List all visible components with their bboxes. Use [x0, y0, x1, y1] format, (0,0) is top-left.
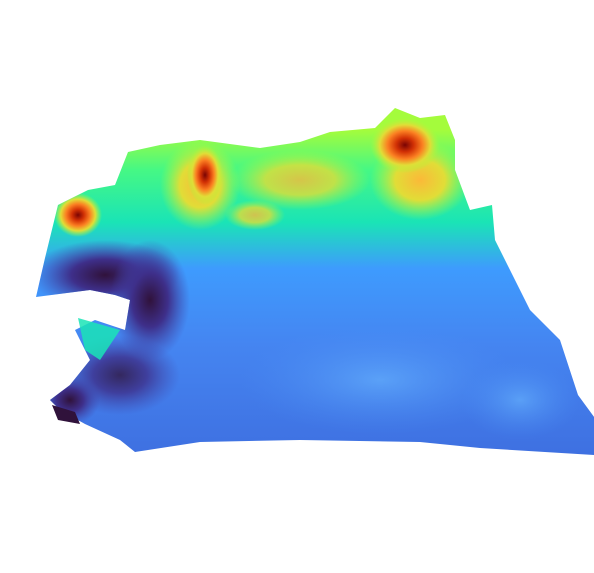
- peak-highlight: [54, 193, 102, 237]
- ridge-highlight: [230, 150, 370, 210]
- ridge-highlight: [225, 200, 285, 230]
- terrain-fragment: [78, 318, 120, 360]
- plain-highlight: [240, 325, 520, 435]
- terrain-fragment: [52, 405, 80, 424]
- plain-highlight: [460, 360, 580, 440]
- terrain-shading: [36, 117, 580, 440]
- peak-highlight: [370, 117, 440, 173]
- peak-highlight: [187, 145, 223, 205]
- valley-shadow: [110, 240, 190, 360]
